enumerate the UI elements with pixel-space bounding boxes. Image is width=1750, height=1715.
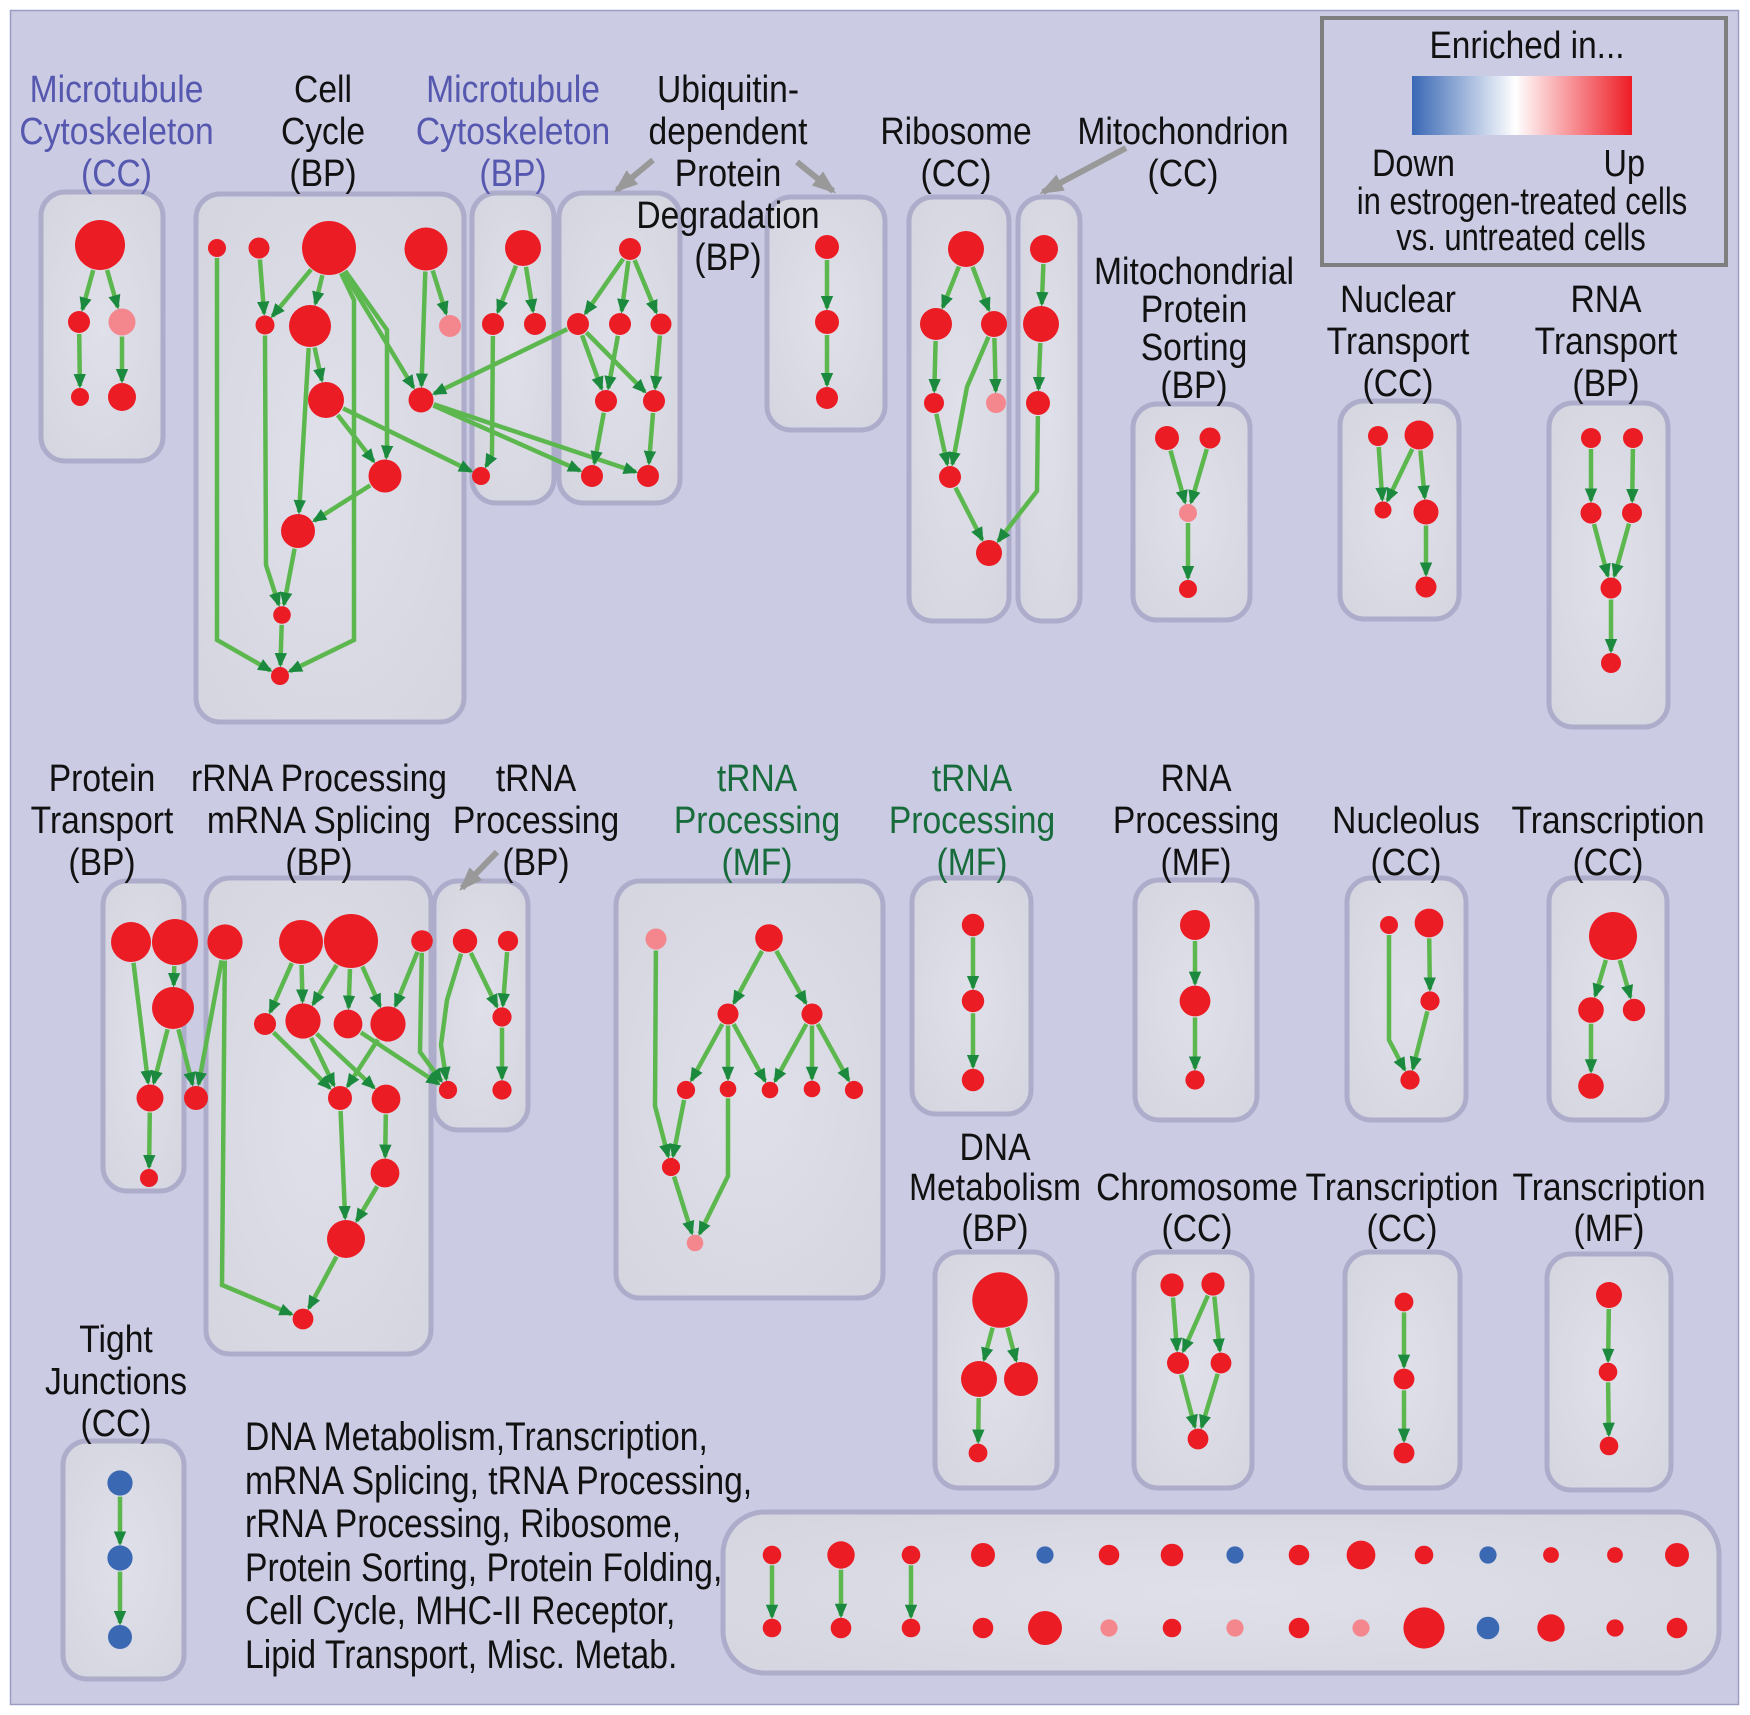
svg-text:Transcription: Transcription xyxy=(1511,799,1704,841)
svg-text:Transport: Transport xyxy=(1327,320,1470,362)
svg-text:(MF): (MF) xyxy=(722,841,793,883)
svg-text:Nucleolus: Nucleolus xyxy=(1332,799,1480,841)
svg-text:Tight: Tight xyxy=(79,1318,153,1360)
svg-text:RNA: RNA xyxy=(1571,278,1642,320)
svg-text:(CC): (CC) xyxy=(1367,1207,1438,1249)
svg-text:Transport: Transport xyxy=(31,799,174,841)
svg-text:(CC): (CC) xyxy=(1363,362,1434,404)
svg-text:vs. untreated cells: vs. untreated cells xyxy=(1396,217,1646,259)
svg-text:Nuclear: Nuclear xyxy=(1340,278,1456,320)
svg-text:(BP): (BP) xyxy=(502,841,569,883)
svg-text:Microtubule: Microtubule xyxy=(30,68,204,110)
svg-text:Processing: Processing xyxy=(1113,799,1279,841)
svg-text:(CC): (CC) xyxy=(1371,841,1442,883)
svg-text:Transport: Transport xyxy=(1535,320,1678,362)
svg-text:rRNA Processing: rRNA Processing xyxy=(191,757,447,799)
svg-text:(CC): (CC) xyxy=(921,152,992,194)
svg-text:(BP): (BP) xyxy=(285,841,352,883)
svg-text:Sorting: Sorting xyxy=(1141,326,1248,368)
svg-text:(BP): (BP) xyxy=(1572,362,1639,404)
svg-text:Protein: Protein xyxy=(675,152,782,194)
svg-text:(MF): (MF) xyxy=(937,841,1008,883)
svg-text:Mitochondrial: Mitochondrial xyxy=(1094,250,1294,292)
svg-text:Ubiquitin-: Ubiquitin- xyxy=(657,68,799,110)
svg-text:Degradation: Degradation xyxy=(636,194,819,236)
svg-text:(MF): (MF) xyxy=(1574,1207,1645,1249)
svg-text:(CC): (CC) xyxy=(81,152,152,194)
svg-text:(MF): (MF) xyxy=(1161,841,1232,883)
svg-text:(CC): (CC) xyxy=(1573,841,1644,883)
svg-text:(CC): (CC) xyxy=(81,1402,152,1444)
svg-text:Cell: Cell xyxy=(294,68,352,110)
svg-text:Mitochondrion: Mitochondrion xyxy=(1077,110,1288,152)
svg-text:(BP): (BP) xyxy=(479,152,546,194)
svg-text:Enriched in...: Enriched in... xyxy=(1429,24,1624,66)
svg-text:Chromosome: Chromosome xyxy=(1096,1166,1298,1208)
svg-text:Metabolism: Metabolism xyxy=(909,1166,1081,1208)
svg-text:RNA: RNA xyxy=(1161,757,1232,799)
svg-text:Protein: Protein xyxy=(1141,288,1248,330)
svg-text:in estrogen-treated cells: in estrogen-treated cells xyxy=(1357,181,1687,223)
svg-text:Ribosome: Ribosome xyxy=(880,110,1031,152)
svg-text:tRNA: tRNA xyxy=(932,757,1012,799)
svg-text:rRNA Processing, Ribosome,: rRNA Processing, Ribosome, xyxy=(245,1501,681,1545)
svg-text:mRNA Splicing: mRNA Splicing xyxy=(207,799,431,841)
svg-text:Processing: Processing xyxy=(889,799,1055,841)
svg-text:Cytoskeleton: Cytoskeleton xyxy=(416,110,610,152)
svg-text:tRNA: tRNA xyxy=(717,757,797,799)
svg-text:Microtubule: Microtubule xyxy=(426,68,600,110)
svg-text:Transcription: Transcription xyxy=(1305,1166,1498,1208)
svg-text:DNA Metabolism,Transcription,: DNA Metabolism,Transcription, xyxy=(245,1414,708,1458)
svg-text:(BP): (BP) xyxy=(1160,364,1227,406)
svg-text:Up: Up xyxy=(1604,143,1645,185)
svg-text:(BP): (BP) xyxy=(289,152,356,194)
svg-text:(CC): (CC) xyxy=(1148,152,1219,194)
svg-text:(CC): (CC) xyxy=(1162,1207,1233,1249)
svg-text:Processing: Processing xyxy=(674,799,840,841)
svg-text:Cycle: Cycle xyxy=(281,110,365,152)
svg-text:Down: Down xyxy=(1372,143,1455,185)
svg-text:(BP): (BP) xyxy=(694,236,761,278)
svg-text:Processing: Processing xyxy=(453,799,619,841)
svg-text:Transcription: Transcription xyxy=(1512,1166,1705,1208)
svg-text:Lipid Transport, Misc. Metab.: Lipid Transport, Misc. Metab. xyxy=(245,1632,677,1676)
svg-text:DNA: DNA xyxy=(960,1126,1031,1168)
svg-text:Cell Cycle, MHC-II Receptor,: Cell Cycle, MHC-II Receptor, xyxy=(245,1588,675,1632)
svg-text:Junctions: Junctions xyxy=(45,1360,187,1402)
svg-text:Protein: Protein xyxy=(49,757,156,799)
svg-text:dependent: dependent xyxy=(649,110,808,152)
svg-text:(BP): (BP) xyxy=(68,841,135,883)
svg-text:Protein Sorting, Protein Foldi: Protein Sorting, Protein Folding, xyxy=(245,1545,722,1589)
svg-text:(BP): (BP) xyxy=(961,1207,1028,1249)
svg-text:mRNA Splicing, tRNA Processing: mRNA Splicing, tRNA Processing, xyxy=(245,1458,752,1502)
svg-text:Cytoskeleton: Cytoskeleton xyxy=(19,110,213,152)
svg-text:tRNA: tRNA xyxy=(496,757,576,799)
